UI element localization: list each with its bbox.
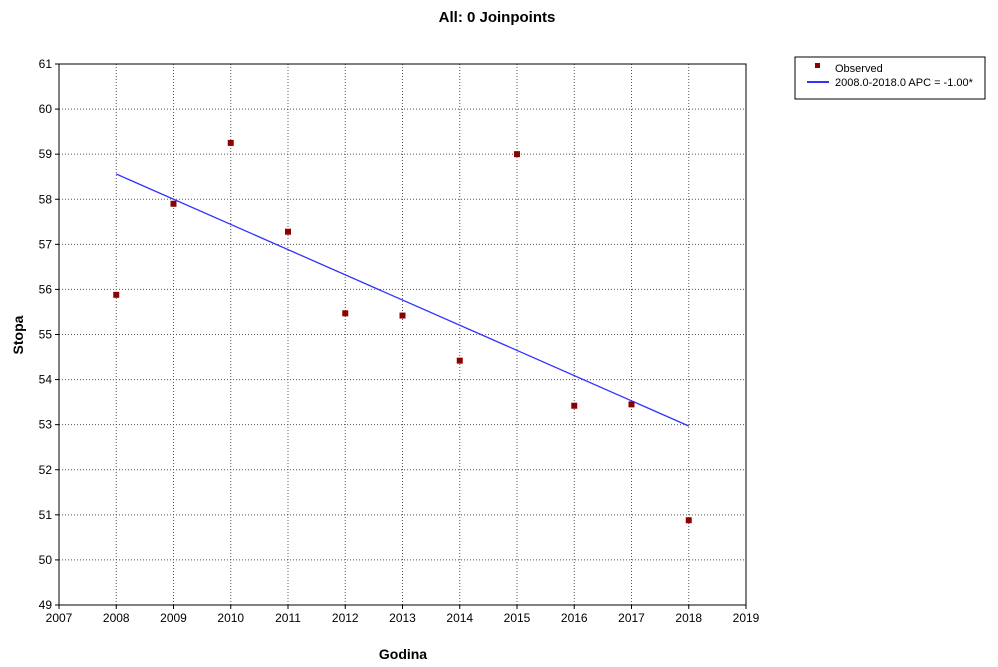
x-tick-label: 2019 [733,611,760,625]
x-tick-label: 2015 [504,611,531,625]
observed-point [514,151,520,158]
x-tick-label: 2012 [332,611,359,625]
observed-point [113,291,120,298]
x-tick-label: 2007 [46,611,73,625]
y-tick-label: 54 [39,373,53,387]
legend-observed-marker [815,63,820,68]
y-tick-label: 58 [39,192,53,206]
x-tick-label: 2018 [675,611,702,625]
legend: Observed 2008.0-2018.0 APC = -1.00* [794,56,986,100]
observed-point [628,401,635,408]
series-layer [113,139,692,524]
x-tick-label: 2009 [160,611,187,625]
y-tick-label: 61 [39,57,53,71]
fit-line [115,173,690,427]
x-tick-label: 2013 [389,611,416,625]
x-tick-label: 2017 [618,611,645,625]
observed-point [285,228,291,235]
x-tick-label: 2011 [275,611,301,625]
y-tick-label: 50 [39,553,53,567]
legend-fit-label: 2008.0-2018.0 APC = -1.00* [835,77,974,89]
observed-point [170,200,177,207]
y-axis-label: Stopa [10,315,26,354]
x-axis-label: Godina [379,646,427,662]
observed-point [685,517,692,524]
x-tick-label: 2008 [103,611,130,625]
x-tick-label: 2016 [561,611,588,625]
y-tick-label: 52 [39,463,53,477]
x-axis-ticks: 2007 2008 2009 2010 2011 2012 2013 2014 2015 2016… [46,605,760,625]
observed-point [342,310,349,317]
observed-point [571,402,578,409]
y-axis-ticks: 49 50 51 52 53 54 55 56 57 58 59 60 61 [39,57,59,612]
x-tick-label: 2014 [446,611,473,625]
y-tick-label: 55 [39,328,53,342]
observed-point [399,312,406,319]
y-tick-label: 53 [39,418,53,432]
y-tick-label: 59 [39,147,53,161]
y-tick-label: 49 [39,598,53,612]
y-tick-label: 57 [39,237,53,251]
legend-box [794,56,986,100]
legend-observed-label: Observed [835,63,883,75]
observed-point [456,357,463,364]
x-tick-label: 2010 [217,611,244,625]
y-tick-label: 56 [39,282,53,296]
y-tick-label: 51 [39,508,53,522]
y-tick-label: 60 [39,102,53,116]
grid-lines [59,64,746,605]
observed-point [227,139,234,146]
chart-title: All: 0 Joinpoints [439,9,556,26]
